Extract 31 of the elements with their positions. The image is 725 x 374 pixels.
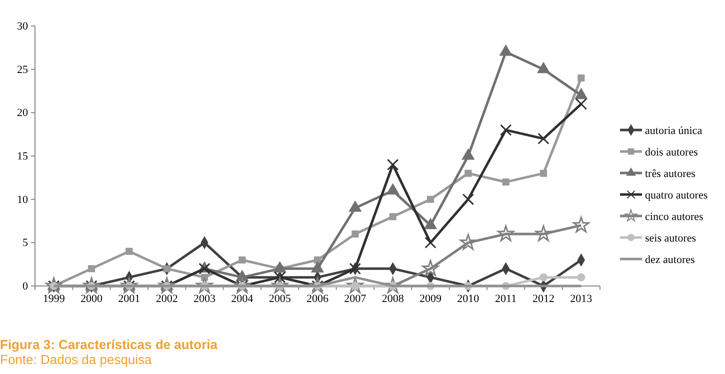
y-tick-label: 0: [22, 280, 28, 293]
x-tick-label: 2003: [194, 293, 216, 306]
x-tick-label: 2007: [344, 293, 367, 306]
legend-label: seis autores: [645, 232, 696, 244]
x-tick-label: 2008: [382, 293, 404, 306]
x-tick-label: 2001: [118, 293, 140, 306]
source-note: Fonte: Dados da pesquisa: [0, 352, 153, 367]
x-tick-label: 2005: [268, 293, 292, 306]
x-tick-label: 2011: [495, 293, 517, 306]
legend-label: dez autores: [645, 254, 695, 266]
legend-label: dois autores: [645, 146, 698, 158]
x-tick-label: 2004: [231, 293, 254, 306]
y-tick-label: 15: [17, 150, 28, 163]
legend-label: cinco autores: [645, 211, 704, 223]
text: Figura 3: Características de autoria: [0, 337, 218, 352]
y-tick-label: 5: [22, 237, 28, 250]
x-tick-label: 2006: [306, 293, 329, 306]
legend-label: quatro autores: [645, 190, 708, 202]
x-tick-label: 2009: [420, 293, 442, 306]
x-tick-label: 1999: [42, 293, 66, 306]
x-tick-label: 2012: [532, 293, 554, 306]
y-tick-label: 20: [17, 107, 28, 120]
y-tick-label: 25: [17, 64, 28, 76]
y-tick-label: 30: [17, 20, 28, 33]
x-tick-label: 2013: [570, 293, 593, 306]
legend-label: autoria única: [645, 125, 702, 137]
x-tick-label: 2010: [457, 293, 480, 306]
legend-label: três autores: [645, 168, 696, 180]
x-tick-label: 2002: [156, 293, 178, 306]
x-tick-label: 2000: [80, 293, 103, 306]
y-tick-label: 10: [17, 194, 28, 206]
